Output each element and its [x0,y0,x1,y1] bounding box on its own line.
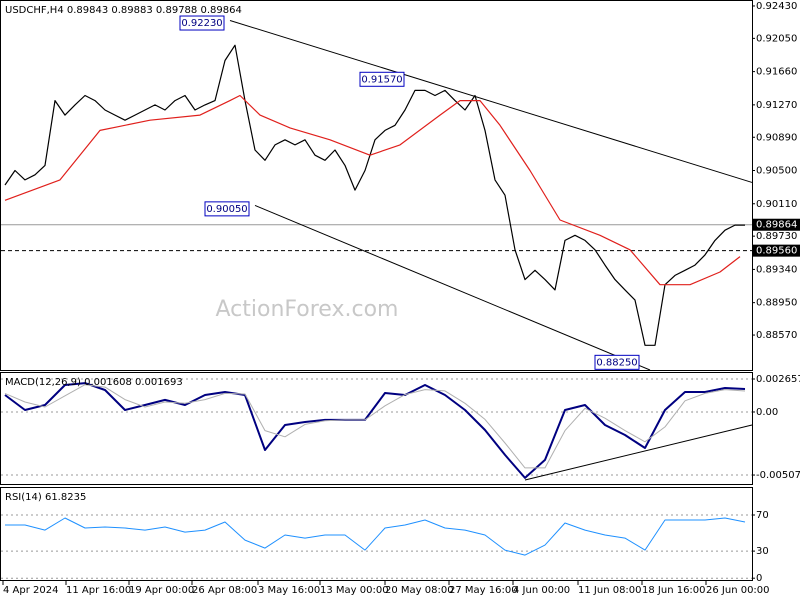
x-tick-label: 3 May 16:00 [258,585,320,596]
x-tick-label: 18 Jun 16:00 [642,585,706,596]
series-line [4,384,746,469]
macd-panel [0,372,753,485]
price-level-box [753,218,800,231]
watermark: ActionForex.com [216,297,399,322]
series-line [4,94,741,286]
panel-title: MACD(12,26,9) 0.001608 0.001693 [5,377,183,388]
y-tick-label: 0.91660 [756,67,797,78]
trendline [254,204,651,371]
series-line [4,44,745,346]
y-tick-label: 30 [756,546,769,557]
x-tick-label: 26 Jun 00:00 [706,585,770,596]
x-tick-label: 4 Jun 00:00 [513,585,570,596]
annotation-label: 0.90050 [206,204,247,215]
y-tick-label: 0.90110 [756,199,797,210]
y-tick-label: 0.89340 [756,264,797,275]
annotation-box [204,201,250,217]
annotation-box [594,354,640,370]
x-tick-label: 13 May 00:00 [320,585,389,596]
x-tick-label: 19 Apr 00:00 [129,585,194,596]
series-line [4,382,746,479]
y-tick-label: 0.002657 [756,374,800,385]
y-tick-label: 70 [756,510,769,521]
y-tick-label: 0.92430 [756,1,797,12]
x-tick-label: 27 May 16:00 [449,585,518,596]
y-tick-label: 0.88950 [756,298,797,309]
y-tick-label: 0.92050 [756,33,797,44]
y-tick-label: 0.89730 [756,231,797,242]
x-tick-label: 11 Apr 16:00 [66,585,131,596]
panel-title: USDCHF,H4 0.89843 0.89883 0.89788 0.8986… [5,5,242,16]
x-tick-label: 26 Apr 08:00 [192,585,257,596]
x-tick-label: 4 Apr 2024 [3,585,58,596]
price-level-box [753,244,800,257]
x-tick-label: 20 May 08:00 [385,585,454,596]
y-tick-label: 0.90890 [756,132,797,143]
y-tick-label: 0.88570 [756,330,797,341]
trendline [229,19,753,183]
x-tick-label: 11 Jun 08:00 [578,585,642,596]
panel-title: RSI(14) 61.8235 [5,492,86,503]
y-tick-label: 0.00 [756,407,778,418]
y-tick-label: 0 [756,573,762,584]
price-level-label: 0.89560 [756,246,797,257]
annotation-box [179,15,225,31]
trendline [524,424,753,481]
annotation-label: 0.88250 [596,357,637,368]
series-line [5,517,746,556]
main-panel [0,0,753,371]
y-tick-label: 0.91270 [756,100,797,111]
price-level-label: 0.89864 [756,220,797,231]
annotation-label: 0.92230 [181,18,222,29]
y-tick-label: -0.005078 [756,470,800,481]
rsi-panel [0,487,753,581]
y-tick-label: 0.90500 [756,166,797,177]
annotation-box [359,71,405,87]
annotation-label: 0.91570 [361,74,402,85]
